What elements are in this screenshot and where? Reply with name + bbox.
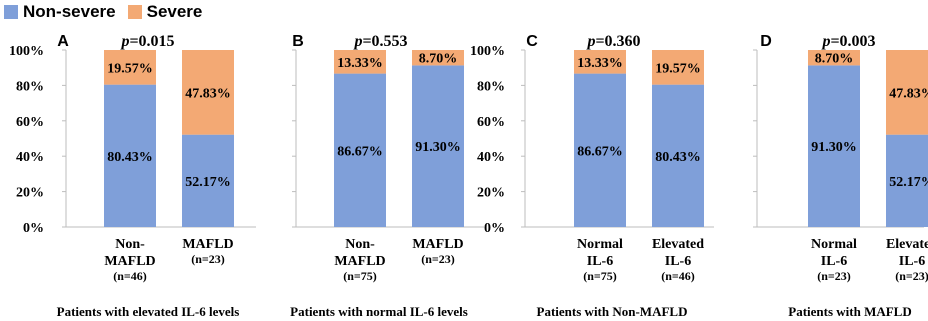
y-tick-label: 100% (470, 44, 505, 59)
p-value-symbol: p (119, 33, 129, 50)
p-value-symbol: p (585, 33, 595, 50)
category-n-label: (n=46) (661, 269, 695, 283)
bar-segment-non-severe (182, 134, 234, 227)
panel-subtitle: Patients with normal IL-6 levels (290, 304, 468, 319)
category-n-label: (n=23) (895, 269, 928, 283)
legend-swatch-severe (127, 5, 142, 19)
y-tick-label: 40% (16, 150, 44, 165)
category-label: Elevated (652, 237, 704, 252)
category-label: IL-6 (665, 254, 691, 269)
data-label-non-severe: 52.17% (185, 175, 231, 190)
data-label-non-severe: 86.67% (577, 144, 623, 159)
bar-segment-severe (886, 50, 928, 135)
category-label: IL-6 (899, 254, 925, 269)
bar-segment-severe (574, 50, 626, 74)
category-label: Normal (811, 237, 857, 252)
data-label-non-severe: 91.30% (811, 140, 857, 155)
panel-label: C (526, 33, 538, 50)
p-value-symbol: p (820, 33, 830, 50)
category-n-label: (n=23) (191, 252, 225, 266)
data-label-severe: 8.70% (815, 52, 854, 67)
data-label-severe: 47.83% (889, 86, 928, 101)
p-value-number: =0.553 (362, 33, 407, 50)
bar-segment-severe (808, 50, 860, 66)
bar-segment-severe (104, 50, 156, 85)
bar-segment-non-severe (104, 84, 156, 227)
data-label-non-severe: 86.67% (337, 144, 383, 159)
y-tick-label: 80% (16, 79, 44, 94)
bar-segment-non-severe (334, 73, 386, 227)
category-label: Non- (345, 237, 375, 252)
y-tick-label: 20% (16, 186, 44, 201)
category-label: IL-6 (587, 254, 613, 269)
category-label: MAFLD (334, 254, 385, 269)
p-value-symbol: p (352, 33, 362, 50)
y-tick-label: 20% (477, 186, 505, 201)
panel-label: A (57, 33, 69, 50)
bar-segment-non-severe (652, 84, 704, 227)
p-value-number: =0.015 (129, 33, 174, 50)
data-label-non-severe: 91.30% (415, 140, 461, 155)
data-label-severe: 19.57% (655, 61, 701, 76)
data-label-non-severe: 80.43% (655, 150, 701, 165)
p-value: p=0.553 (352, 33, 407, 50)
p-value: p=0.003 (820, 33, 875, 50)
y-tick-label: 60% (16, 115, 44, 130)
legend-label-non-severe: Non-severe (23, 2, 116, 21)
panel-subtitle: Patients with MAFLD (788, 304, 912, 319)
y-tick-label: 0% (484, 221, 505, 236)
category-n-label: (n=23) (421, 252, 455, 266)
category-n-label: (n=75) (343, 269, 377, 283)
panel-subtitle: Patients with Non-MAFLD (537, 304, 688, 319)
p-value-number: =0.003 (830, 33, 875, 50)
legend-swatch-non-severe (4, 5, 18, 19)
bar-segment-severe (412, 50, 464, 66)
category-label: Elevated (886, 237, 928, 252)
category-label: MAFLD (104, 254, 155, 269)
data-label-non-severe: 52.17% (889, 175, 928, 190)
category-label: Normal (577, 237, 623, 252)
bar-segment-non-severe (886, 134, 928, 227)
legend-item-non-severe: Non-severe (4, 2, 116, 22)
panel-label: B (292, 33, 304, 50)
data-label-severe: 13.33% (337, 56, 383, 71)
data-label-severe: 19.57% (107, 61, 153, 76)
bar-segment-non-severe (574, 73, 626, 227)
category-label: IL-6 (821, 254, 847, 269)
legend-item-severe: Severe (127, 2, 203, 22)
p-value: p=0.015 (119, 33, 174, 50)
data-label-severe: 13.33% (577, 56, 623, 71)
category-label: MAFLD (182, 237, 233, 252)
category-label: MAFLD (412, 237, 463, 252)
category-n-label: (n=23) (817, 269, 851, 283)
bar-segment-severe (652, 50, 704, 85)
bar-segment-non-severe (412, 65, 464, 227)
y-tick-label: 0% (23, 221, 44, 236)
y-tick-label: 60% (477, 115, 505, 130)
y-tick-label: 80% (477, 79, 505, 94)
y-tick-label: 40% (477, 150, 505, 165)
bar-segment-severe (182, 50, 234, 135)
data-label-severe: 47.83% (185, 86, 231, 101)
category-label: Non- (115, 237, 145, 252)
data-label-severe: 8.70% (419, 52, 458, 67)
data-label-non-severe: 80.43% (107, 150, 153, 165)
panel-label: D (760, 33, 772, 50)
legend-label-severe: Severe (146, 2, 203, 21)
y-tick-label: 100% (9, 44, 44, 59)
bar-segment-severe (334, 50, 386, 74)
category-n-label: (n=75) (583, 269, 617, 283)
panel-subtitle: Patients with elevated IL-6 levels (57, 304, 240, 319)
p-value-number: =0.360 (595, 33, 640, 50)
legend: Non-severe Severe (4, 2, 214, 22)
bar-segment-non-severe (808, 65, 860, 227)
p-value: p=0.360 (585, 33, 640, 50)
category-n-label: (n=46) (113, 269, 147, 283)
